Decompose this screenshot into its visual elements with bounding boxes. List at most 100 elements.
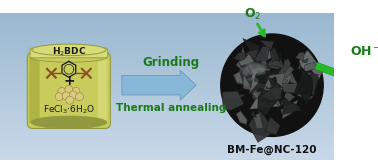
Text: H$_2$BDC: H$_2$BDC bbox=[52, 45, 86, 58]
Bar bbox=[0, 71, 334, 72]
Bar bbox=[0, 40, 334, 41]
Circle shape bbox=[76, 93, 84, 101]
Bar bbox=[0, 79, 334, 80]
Text: +: + bbox=[63, 74, 75, 88]
Circle shape bbox=[66, 96, 74, 104]
Bar bbox=[0, 60, 334, 61]
Bar bbox=[0, 115, 334, 116]
Bar bbox=[0, 15, 334, 16]
Polygon shape bbox=[263, 79, 279, 94]
Bar bbox=[0, 97, 334, 98]
Polygon shape bbox=[252, 64, 277, 85]
Bar bbox=[0, 109, 334, 110]
Bar bbox=[0, 44, 334, 45]
Bar bbox=[0, 19, 334, 20]
Bar bbox=[0, 93, 334, 94]
Polygon shape bbox=[276, 86, 285, 93]
Bar bbox=[0, 158, 334, 159]
Bar bbox=[0, 120, 334, 121]
Polygon shape bbox=[280, 98, 290, 106]
Bar bbox=[0, 152, 334, 153]
Bar bbox=[0, 26, 334, 27]
Bar bbox=[0, 154, 334, 155]
Bar bbox=[0, 89, 334, 90]
Polygon shape bbox=[266, 77, 283, 89]
FancyBboxPatch shape bbox=[30, 48, 108, 58]
Bar bbox=[0, 98, 334, 99]
Polygon shape bbox=[267, 77, 277, 85]
Bar bbox=[0, 36, 334, 37]
Bar bbox=[0, 139, 334, 140]
Text: O$_2$: O$_2$ bbox=[244, 7, 261, 22]
Bar bbox=[0, 87, 334, 88]
Polygon shape bbox=[257, 78, 269, 94]
Ellipse shape bbox=[246, 62, 253, 74]
FancyBboxPatch shape bbox=[27, 52, 110, 128]
Bar bbox=[0, 47, 334, 48]
Polygon shape bbox=[281, 100, 297, 119]
Polygon shape bbox=[233, 72, 243, 85]
Polygon shape bbox=[236, 46, 249, 71]
Polygon shape bbox=[279, 67, 292, 92]
Bar bbox=[0, 76, 334, 77]
Polygon shape bbox=[267, 95, 277, 104]
Bar bbox=[0, 127, 334, 128]
Bar bbox=[0, 83, 334, 84]
Bar bbox=[0, 123, 334, 124]
Bar bbox=[0, 38, 334, 39]
Bar bbox=[0, 65, 334, 66]
Bar bbox=[0, 22, 334, 23]
Polygon shape bbox=[249, 110, 275, 143]
Polygon shape bbox=[266, 77, 288, 98]
Polygon shape bbox=[259, 84, 290, 103]
Polygon shape bbox=[236, 111, 247, 125]
Polygon shape bbox=[222, 94, 246, 100]
Bar bbox=[0, 106, 334, 107]
Bar bbox=[0, 136, 334, 137]
Bar bbox=[0, 35, 334, 36]
Bar bbox=[0, 39, 334, 40]
Bar bbox=[0, 119, 334, 120]
Polygon shape bbox=[242, 71, 253, 91]
Polygon shape bbox=[277, 64, 285, 73]
Bar bbox=[0, 27, 334, 28]
Bar bbox=[0, 57, 334, 58]
Ellipse shape bbox=[30, 52, 108, 62]
Bar bbox=[0, 147, 334, 148]
Polygon shape bbox=[254, 68, 281, 85]
Bar bbox=[0, 18, 334, 19]
Polygon shape bbox=[251, 69, 268, 80]
Polygon shape bbox=[222, 91, 244, 111]
Polygon shape bbox=[254, 74, 271, 86]
Bar bbox=[0, 150, 334, 151]
Bar bbox=[0, 70, 334, 71]
Bar bbox=[0, 45, 334, 46]
Circle shape bbox=[221, 34, 323, 136]
Bar bbox=[0, 130, 334, 131]
Bar bbox=[0, 82, 334, 83]
Bar bbox=[0, 34, 334, 35]
Bar bbox=[0, 63, 334, 64]
Bar bbox=[0, 20, 334, 21]
Polygon shape bbox=[296, 74, 319, 106]
Polygon shape bbox=[276, 58, 290, 83]
Ellipse shape bbox=[253, 67, 266, 75]
Bar bbox=[0, 66, 334, 67]
Polygon shape bbox=[283, 58, 291, 73]
Polygon shape bbox=[270, 47, 280, 61]
Polygon shape bbox=[253, 91, 261, 100]
Bar bbox=[0, 41, 334, 42]
Polygon shape bbox=[250, 110, 256, 118]
Polygon shape bbox=[259, 80, 276, 105]
Bar bbox=[0, 141, 334, 142]
Bar bbox=[0, 50, 334, 51]
Circle shape bbox=[58, 87, 66, 95]
Bar bbox=[0, 133, 334, 134]
Bar bbox=[0, 149, 334, 150]
Bar bbox=[0, 125, 334, 126]
Polygon shape bbox=[254, 46, 270, 64]
Bar bbox=[0, 37, 334, 38]
Bar bbox=[0, 108, 334, 109]
Bar bbox=[0, 48, 334, 49]
Bar bbox=[0, 128, 334, 129]
